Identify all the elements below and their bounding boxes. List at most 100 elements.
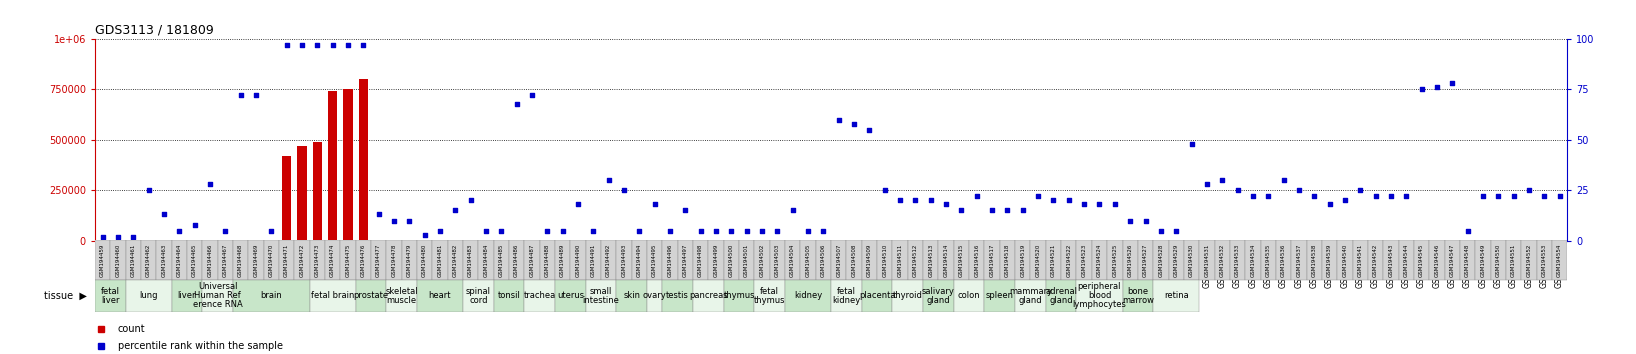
Text: GSM194489: GSM194489 <box>560 243 564 276</box>
FancyBboxPatch shape <box>939 240 954 280</box>
Text: GSM194545: GSM194545 <box>1418 243 1423 276</box>
Point <box>1454 228 1481 234</box>
Text: GSM194544: GSM194544 <box>1404 243 1409 276</box>
Point <box>872 188 898 193</box>
Text: GSM194549: GSM194549 <box>1481 243 1485 276</box>
Text: GSM194477: GSM194477 <box>376 243 381 276</box>
FancyBboxPatch shape <box>631 240 648 280</box>
FancyBboxPatch shape <box>1459 240 1476 280</box>
Text: GSM194480: GSM194480 <box>422 243 427 276</box>
Text: pancreas: pancreas <box>689 291 728 300</box>
FancyBboxPatch shape <box>463 280 494 312</box>
Bar <box>144 240 154 241</box>
FancyBboxPatch shape <box>663 280 694 312</box>
Text: GSM194504: GSM194504 <box>790 243 795 276</box>
Text: GSM194534: GSM194534 <box>1250 243 1255 276</box>
Bar <box>543 240 551 241</box>
Bar <box>1294 240 1304 241</box>
Point <box>242 93 268 98</box>
Bar <box>1140 240 1150 241</box>
FancyBboxPatch shape <box>203 240 218 280</box>
Point <box>1500 194 1526 199</box>
FancyBboxPatch shape <box>172 280 203 312</box>
Bar <box>1263 240 1273 241</box>
Text: GSM194508: GSM194508 <box>852 243 857 276</box>
Text: GSM194498: GSM194498 <box>699 243 703 276</box>
FancyBboxPatch shape <box>326 240 340 280</box>
FancyBboxPatch shape <box>232 240 249 280</box>
Bar <box>681 240 690 241</box>
Text: GSM194524: GSM194524 <box>1098 243 1103 276</box>
Bar <box>895 240 905 241</box>
Text: GSM194478: GSM194478 <box>391 243 396 276</box>
FancyBboxPatch shape <box>723 280 754 312</box>
Text: GSM194472: GSM194472 <box>299 243 304 276</box>
FancyBboxPatch shape <box>600 240 617 280</box>
FancyBboxPatch shape <box>1045 240 1062 280</box>
Point <box>627 228 653 234</box>
FancyBboxPatch shape <box>908 240 923 280</box>
FancyBboxPatch shape <box>1184 240 1199 280</box>
Point <box>1240 194 1266 199</box>
FancyBboxPatch shape <box>617 240 631 280</box>
Bar <box>1080 240 1090 241</box>
Text: GSM194466: GSM194466 <box>208 243 213 276</box>
FancyBboxPatch shape <box>1291 240 1307 280</box>
Point <box>90 234 116 240</box>
Point <box>290 42 316 48</box>
Text: GSM194550: GSM194550 <box>1495 243 1500 276</box>
Text: thyroid: thyroid <box>893 291 923 300</box>
Text: GSM194459: GSM194459 <box>100 243 105 276</box>
Bar <box>757 240 767 241</box>
Bar <box>1402 240 1410 241</box>
Bar <box>604 240 614 241</box>
FancyBboxPatch shape <box>203 280 232 312</box>
Text: GSM194540: GSM194540 <box>1343 243 1348 276</box>
Text: GSM194485: GSM194485 <box>499 243 504 276</box>
Bar <box>206 240 214 241</box>
FancyBboxPatch shape <box>1031 240 1045 280</box>
Bar <box>1049 240 1058 241</box>
Bar <box>1448 240 1456 241</box>
FancyBboxPatch shape <box>249 240 263 280</box>
Text: fetal brain: fetal brain <box>311 291 355 300</box>
Bar <box>942 240 951 241</box>
Text: GSM194474: GSM194474 <box>330 243 335 276</box>
Text: GSM194551: GSM194551 <box>1512 243 1517 276</box>
Text: GSM194464: GSM194464 <box>177 243 182 276</box>
Point <box>350 42 376 48</box>
Bar <box>358 79 368 241</box>
Text: GSM194490: GSM194490 <box>576 243 581 276</box>
FancyBboxPatch shape <box>846 240 862 280</box>
Point <box>1546 194 1572 199</box>
FancyBboxPatch shape <box>1000 240 1014 280</box>
Point <box>196 181 222 187</box>
FancyBboxPatch shape <box>754 280 785 312</box>
Text: adrenal
gland: adrenal gland <box>1045 286 1076 304</box>
Text: GSM194493: GSM194493 <box>622 243 627 276</box>
Text: GSM194519: GSM194519 <box>1021 243 1026 276</box>
FancyBboxPatch shape <box>831 240 846 280</box>
Text: fetal
kidney: fetal kidney <box>833 286 861 304</box>
Text: GSM194515: GSM194515 <box>959 243 964 276</box>
Text: GSM194539: GSM194539 <box>1327 243 1332 276</box>
Bar <box>1340 240 1350 241</box>
Text: GSM194537: GSM194537 <box>1296 243 1301 276</box>
Text: skeletal
muscle: skeletal muscle <box>386 286 417 304</box>
Text: GSM194552: GSM194552 <box>1526 243 1531 276</box>
Text: GSM194488: GSM194488 <box>545 243 550 276</box>
Text: GSM194521: GSM194521 <box>1050 243 1055 276</box>
Point <box>550 228 576 234</box>
Bar <box>712 240 720 241</box>
Point <box>1423 85 1449 90</box>
FancyBboxPatch shape <box>877 240 893 280</box>
FancyBboxPatch shape <box>1430 240 1445 280</box>
FancyBboxPatch shape <box>1414 240 1430 280</box>
Text: GSM194531: GSM194531 <box>1204 243 1209 276</box>
Text: GSM194469: GSM194469 <box>254 243 258 276</box>
FancyBboxPatch shape <box>1122 240 1139 280</box>
Point <box>1224 188 1250 193</box>
Point <box>1194 181 1220 187</box>
Text: fetal
thymus: fetal thymus <box>754 286 785 304</box>
Point <box>596 177 622 183</box>
